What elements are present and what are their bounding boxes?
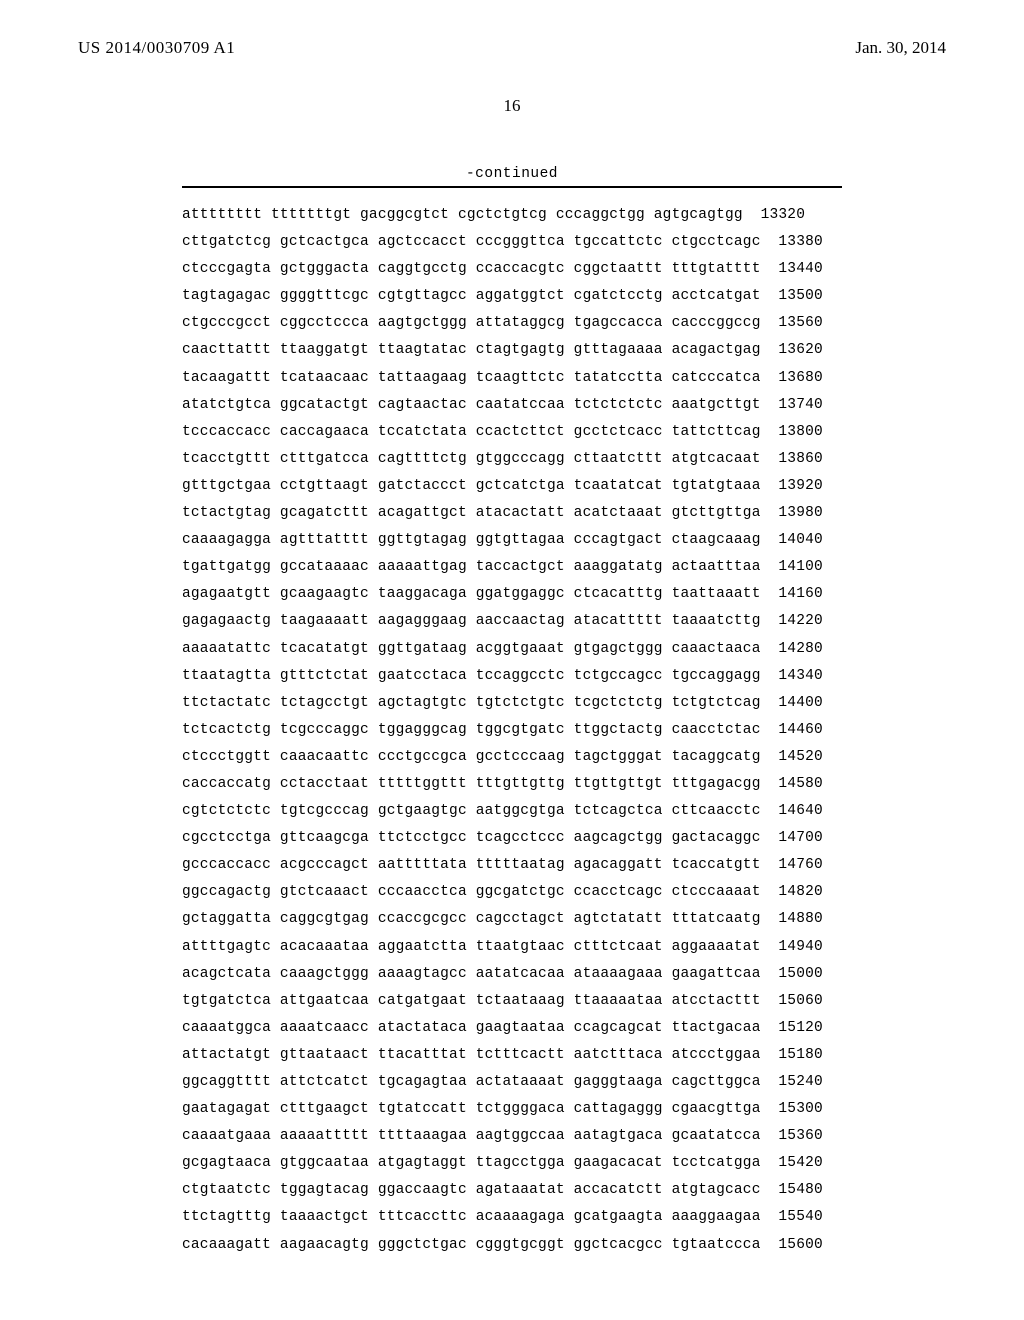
- page-header: US 2014/0030709 A1 Jan. 30, 2014: [0, 38, 1024, 58]
- publication-number: US 2014/0030709 A1: [78, 38, 235, 58]
- horizontal-rule: [182, 186, 842, 188]
- publication-date: Jan. 30, 2014: [855, 38, 946, 58]
- sequence-text: atttttttt tttttttgt gacggcgtct cgctctgtc…: [182, 202, 823, 1259]
- continued-label: -continued: [466, 166, 558, 182]
- page-number: 16: [0, 96, 1024, 116]
- sequence-listing: atttttttt tttttttgt gacggcgtct cgctctgtc…: [182, 202, 823, 1259]
- continued-block: -continued: [182, 164, 842, 188]
